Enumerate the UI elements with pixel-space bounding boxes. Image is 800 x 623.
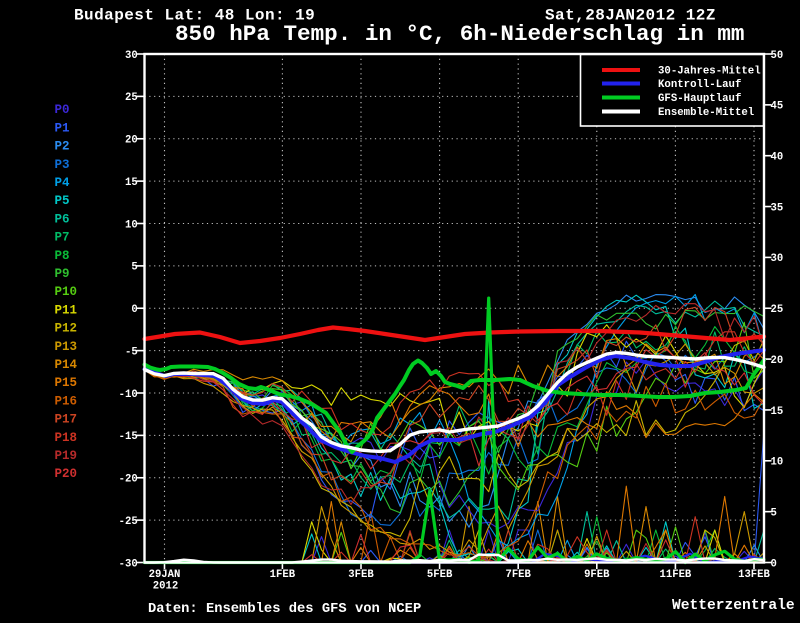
svg-text:15: 15 [771, 406, 784, 418]
svg-text:850 hPa Temp. in °C, 6h-Nieder: 850 hPa Temp. in °C, 6h-Niederschlag in … [175, 21, 744, 47]
svg-text:3FEB: 3FEB [348, 569, 374, 581]
svg-text:P3: P3 [55, 158, 70, 172]
svg-text:P1: P1 [55, 121, 70, 135]
svg-text:P15: P15 [55, 376, 78, 390]
svg-text:35: 35 [771, 202, 784, 214]
svg-text:Wetterzentrale: Wetterzentrale [672, 598, 795, 614]
svg-text:GFS-Hauptlauf: GFS-Hauptlauf [658, 93, 741, 105]
svg-text:Ensemble-Mittel: Ensemble-Mittel [658, 107, 754, 119]
svg-text:9FEB: 9FEB [584, 569, 610, 581]
svg-text:Kontroll-Lauf: Kontroll-Lauf [658, 79, 741, 91]
svg-text:P16: P16 [55, 394, 78, 408]
svg-text:P0: P0 [55, 103, 70, 117]
svg-text:-10: -10 [119, 389, 138, 401]
svg-text:-20: -20 [119, 474, 138, 486]
svg-text:50: 50 [771, 50, 784, 62]
svg-text:11FEB: 11FEB [660, 569, 692, 581]
svg-text:-30: -30 [119, 558, 138, 570]
svg-text:5: 5 [771, 507, 777, 519]
svg-text:Sat,28JAN2012 12Z: Sat,28JAN2012 12Z [545, 7, 716, 25]
svg-text:13FEB: 13FEB [738, 569, 770, 581]
svg-text:5: 5 [131, 262, 137, 274]
svg-text:40: 40 [771, 152, 784, 164]
svg-text:P10: P10 [55, 285, 78, 299]
svg-text:P18: P18 [55, 431, 78, 445]
svg-text:P9: P9 [55, 267, 70, 281]
svg-text:P11: P11 [55, 303, 78, 317]
svg-text:P14: P14 [55, 358, 78, 372]
svg-text:P2: P2 [55, 140, 70, 154]
svg-text:10: 10 [125, 219, 138, 231]
svg-text:P7: P7 [55, 231, 70, 245]
svg-text:-5: -5 [125, 346, 138, 358]
svg-text:30: 30 [125, 50, 138, 62]
svg-text:-15: -15 [119, 431, 138, 443]
svg-text:P13: P13 [55, 340, 78, 354]
svg-text:0: 0 [771, 558, 777, 570]
svg-text:20: 20 [125, 135, 138, 147]
svg-text:30: 30 [771, 253, 784, 265]
svg-text:P6: P6 [55, 212, 70, 226]
svg-text:P20: P20 [55, 467, 78, 481]
svg-text:25: 25 [771, 304, 784, 316]
svg-text:30-Jahres-Mittel: 30-Jahres-Mittel [658, 66, 761, 78]
svg-text:2012: 2012 [153, 581, 178, 593]
svg-text:P4: P4 [55, 176, 71, 190]
svg-text:P17: P17 [55, 413, 78, 427]
svg-text:45: 45 [771, 101, 784, 113]
svg-text:-25: -25 [119, 516, 138, 528]
svg-text:15: 15 [125, 177, 138, 189]
svg-text:1FEB: 1FEB [270, 569, 296, 581]
svg-text:P12: P12 [55, 322, 78, 336]
svg-text:P8: P8 [55, 249, 70, 263]
svg-text:0: 0 [131, 304, 137, 316]
svg-text:Daten: Ensembles des GFS von N: Daten: Ensembles des GFS von NCEP [148, 601, 421, 617]
svg-text:7FEB: 7FEB [505, 569, 531, 581]
svg-text:25: 25 [125, 92, 138, 104]
svg-text:20: 20 [771, 355, 784, 367]
svg-text:Budapest Lat: 48 Lon: 19: Budapest Lat: 48 Lon: 19 [74, 7, 315, 25]
svg-text:29JAN: 29JAN [149, 569, 181, 581]
svg-text:10: 10 [771, 457, 784, 469]
svg-text:5FEB: 5FEB [427, 569, 453, 581]
svg-text:P19: P19 [55, 449, 78, 463]
svg-text:P5: P5 [55, 194, 70, 208]
